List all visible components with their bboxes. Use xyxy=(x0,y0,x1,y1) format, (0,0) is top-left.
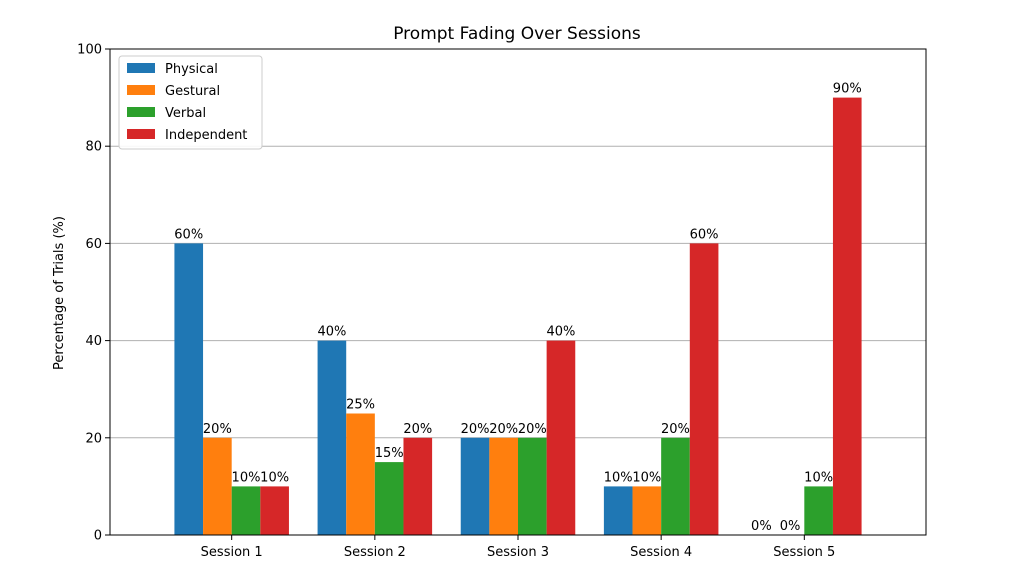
bar-label-verbal-1: 10% xyxy=(232,470,261,485)
legend: Physical Gestural Verbal Independent xyxy=(118,55,263,150)
bar-physical-3 xyxy=(460,437,490,535)
bar-label-physical-1: 60% xyxy=(174,227,203,242)
bar-label-independent-1: 10% xyxy=(260,470,289,485)
legend-swatch-gestural xyxy=(127,85,155,95)
bar-label-physical-4: 10% xyxy=(604,470,633,485)
bar-label-verbal-5: 10% xyxy=(804,470,833,485)
x-axis-ticks: Session 1 Session 2 Session 3 Session 4 Sess… xyxy=(201,535,835,560)
legend-box xyxy=(118,55,263,150)
x-tick-label-1: Session 2 xyxy=(344,545,406,560)
bar-gestural-1 xyxy=(203,437,232,535)
y-tick-label-1: 20 xyxy=(85,431,102,446)
bar-independent-2 xyxy=(403,437,433,535)
bar-independent-5 xyxy=(832,97,862,535)
bar-label-independent-2: 20% xyxy=(403,422,432,437)
legend-label-gestural: Gestural xyxy=(165,84,220,99)
bar-verbal-4 xyxy=(661,437,690,535)
bar-label-independent-5: 90% xyxy=(833,82,862,97)
bar-independent-4 xyxy=(689,243,719,535)
legend-swatch-independent xyxy=(127,129,155,139)
y-tick-label-4: 80 xyxy=(85,140,102,155)
bar-physical-4 xyxy=(603,486,633,535)
bar-label-gestural-3: 20% xyxy=(489,422,518,437)
bar-verbal-3 xyxy=(518,437,547,535)
bar-verbal-5 xyxy=(804,486,833,535)
chart-title: Prompt Fading Over Sessions xyxy=(393,24,641,44)
bar-label-independent-3: 40% xyxy=(546,325,575,340)
bar-label-verbal-2: 15% xyxy=(375,446,404,461)
x-tick-label-0: Session 1 xyxy=(201,545,263,560)
y-tick-label-5: 100 xyxy=(77,43,102,58)
y-tick-label-2: 40 xyxy=(85,334,102,349)
bar-independent-3 xyxy=(546,340,576,535)
bar-gestural-3 xyxy=(489,437,518,535)
legend-label-independent: Independent xyxy=(165,128,247,143)
legend-swatch-verbal xyxy=(127,107,155,117)
y-axis-ticks: 0 20 40 60 80 100 xyxy=(77,43,110,544)
bar-label-independent-4: 60% xyxy=(690,227,719,242)
bar-label-physical-2: 40% xyxy=(317,325,346,340)
x-tick-label-3: Session 4 xyxy=(630,545,692,560)
bar-independent-1 xyxy=(260,486,289,535)
bars-group xyxy=(174,97,862,535)
bar-gestural-2 xyxy=(346,413,375,535)
x-tick-label-2: Session 3 xyxy=(487,545,549,560)
bar-label-verbal-3: 20% xyxy=(518,422,547,437)
bar-label-gestural-1: 20% xyxy=(203,422,232,437)
legend-swatch-physical xyxy=(127,63,155,73)
bar-label-gestural-4: 10% xyxy=(632,470,661,485)
bar-physical-2 xyxy=(317,340,347,535)
bar-verbal-1 xyxy=(231,486,261,535)
bar-verbal-2 xyxy=(374,462,404,535)
bar-label-verbal-4: 20% xyxy=(661,422,690,437)
y-tick-label-3: 60 xyxy=(85,237,102,252)
y-axis-label: Percentage of Trials (%) xyxy=(52,216,67,370)
bar-label-gestural-2: 25% xyxy=(346,398,375,413)
y-tick-label-0: 0 xyxy=(94,529,102,544)
bar-label-physical-5: 0% xyxy=(751,519,772,534)
legend-label-physical: Physical xyxy=(165,62,218,77)
bar-gestural-4 xyxy=(632,486,662,535)
legend-label-verbal: Verbal xyxy=(165,106,206,121)
x-tick-label-4: Session 5 xyxy=(773,545,835,560)
bar-label-gestural-5: 0% xyxy=(780,519,801,534)
bar-value-labels: 60%40%20%10%0%20%25%20%10%0%10%15%20% 20%… xyxy=(174,82,861,534)
bar-physical-1 xyxy=(174,243,204,535)
bar-label-physical-3: 20% xyxy=(461,422,490,437)
